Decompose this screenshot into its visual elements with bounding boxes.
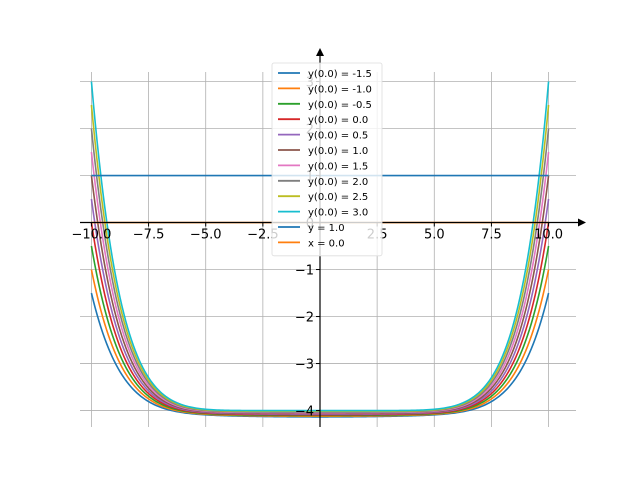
legend-label: y(0.0) = 2.0 <box>308 177 368 188</box>
legend-label: y(0.0) = 1.0 <box>308 146 368 157</box>
legend-label: y(0.0) = 0.0 <box>308 115 368 126</box>
y-axis-arrow <box>316 48 324 56</box>
y-tick-label: −1 <box>295 264 314 279</box>
legend-label: y(0.0) = 2.5 <box>308 192 368 203</box>
legend-label: y(0.0) = 1.5 <box>308 161 368 172</box>
legend: y(0.0) = -1.5 y(0.0) = -1.0 y(0.0) = -0.5 y… <box>271 62 383 257</box>
legend-label: y(0.0) = 3.0 <box>308 208 368 219</box>
x-tick-label: −5.0 <box>190 228 222 243</box>
x-tick-label: −10.0 <box>72 228 112 243</box>
x-tick-label: 10.0 <box>534 228 563 243</box>
legend-box <box>271 62 383 257</box>
legend-label: y(0.0) = -1.5 <box>308 69 372 80</box>
y-tick-label: −3 <box>295 358 314 373</box>
x-axis-arrow <box>578 218 586 227</box>
y-tick-label: −4 <box>295 405 314 420</box>
x-tick-label: 5.0 <box>424 228 445 243</box>
legend-label: y(0.0) = -0.5 <box>308 100 372 111</box>
x-tick-label: 7.5 <box>481 228 502 243</box>
legend-label: y(0.0) = -1.0 <box>308 84 372 95</box>
legend-label: y(0.0) = 0.5 <box>308 131 368 142</box>
x-tick-label: −7.5 <box>133 228 165 243</box>
legend-label: x = 0.0 <box>308 238 345 249</box>
x-tick-label: −2.5 <box>247 228 279 243</box>
y-tick-label: −2 <box>295 311 314 326</box>
legend-label: y = 1.0 <box>308 223 345 234</box>
